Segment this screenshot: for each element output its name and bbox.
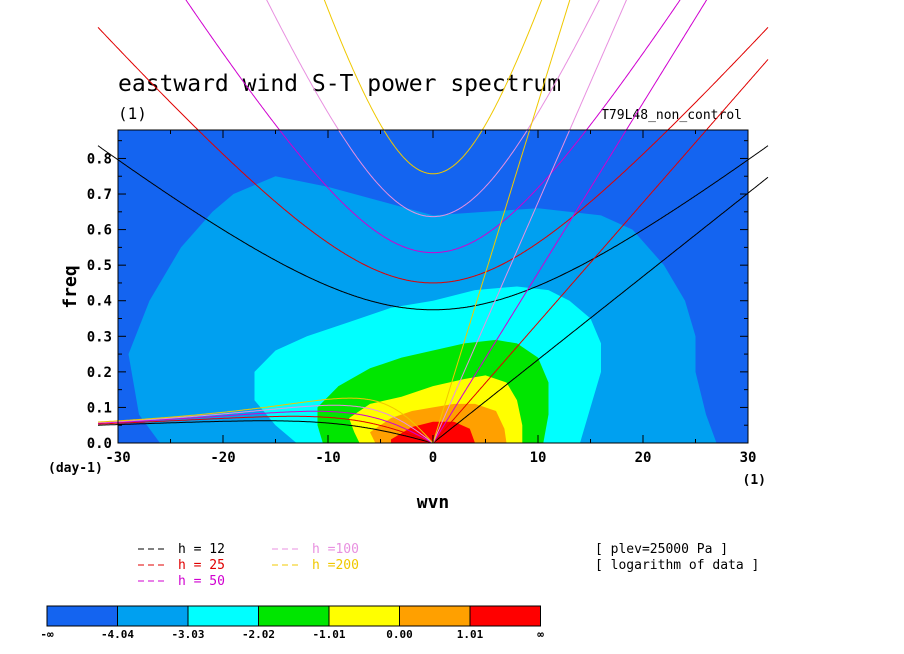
y-tick-label: 0.7 <box>87 187 112 203</box>
colorbar-swatch <box>258 605 330 627</box>
colorbar-swatch <box>469 605 541 627</box>
note-log: [ logarithm of data ] <box>595 558 759 573</box>
kelvin-curve-h50 <box>432 0 708 443</box>
inertia-gravity-curve-h25 <box>97 27 769 284</box>
x-axis: -30 -20 -10 0 10 20 30 <box>105 130 756 466</box>
y-tick-label: 0.0 <box>87 436 112 452</box>
rossby-curve-h200 <box>98 397 434 443</box>
legend-label: h = 12 <box>178 542 225 557</box>
inertia-gravity-curve-h12 <box>97 145 769 311</box>
colorbar-label: -∞ <box>40 628 54 641</box>
colorbar: -∞ -4.04 -3.03 -2.02 -1.01 0.00 1.01 ∞ <box>40 605 544 641</box>
y-axis: 0.0 0.1 0.2 0.3 0.4 0.5 0.6 0.7 0.8 <box>87 140 748 452</box>
rossby-curve-h100 <box>98 404 434 443</box>
kelvin-curve-h25 <box>432 59 769 443</box>
colorbar-swatch <box>46 605 118 627</box>
rossby-curve-h12 <box>98 420 434 443</box>
colorbar-label: -1.01 <box>312 628 345 641</box>
legend-label: h = 25 <box>178 558 225 573</box>
y-tick-label: 0.5 <box>87 258 112 274</box>
y-axis-label: freq <box>60 265 81 308</box>
x-tick-label: -20 <box>210 450 235 466</box>
x-tick-label: -30 <box>105 450 130 466</box>
rossby-curve-h50 <box>97 410 434 443</box>
x-axis-label: wvn <box>417 492 450 513</box>
colorbar-label: 1.01 <box>457 628 484 641</box>
dispersion-curves <box>97 0 769 443</box>
colorbar-swatch <box>117 605 189 627</box>
chart-title: eastward wind S-T power spectrum <box>118 71 561 97</box>
y-tick-label: 0.6 <box>87 223 112 239</box>
plot-area <box>118 130 748 443</box>
inertia-gravity-curve-h200 <box>323 0 543 175</box>
colorbar-label: -4.04 <box>101 628 134 641</box>
x-tick-label: 30 <box>740 450 757 466</box>
rossby-curve-h25 <box>98 415 434 443</box>
colorbar-swatch <box>187 605 259 627</box>
inertia-gravity-curve-h50 <box>185 0 681 254</box>
colorbar-label: ∞ <box>537 628 544 641</box>
x-tick-label: 0 <box>429 450 437 466</box>
y-tick-label: 0.3 <box>87 329 112 345</box>
note-plev: [ plev=25000 Pa ] <box>595 542 728 557</box>
y-tick-label: 0.4 <box>87 294 112 310</box>
y-tick-label: 0.8 <box>87 151 112 167</box>
colorbar-label: 0.00 <box>386 628 413 641</box>
x-tick-label: 10 <box>530 450 547 466</box>
colorbar-label: -3.03 <box>171 628 204 641</box>
kelvin-curve-h200 <box>432 0 571 443</box>
legend-label: h =200 <box>312 558 359 573</box>
x-tick-label: -10 <box>315 450 340 466</box>
x-axis-unit: (1) <box>743 473 766 488</box>
kelvin-curve-h100 <box>432 0 627 443</box>
colorbar-label: -2.02 <box>242 628 275 641</box>
inertia-gravity-curve-h100 <box>266 0 600 218</box>
legend-label: h =100 <box>312 542 359 557</box>
y-tick-label: 0.2 <box>87 365 112 381</box>
legend-label: h = 50 <box>178 574 225 589</box>
y-tick-label: 0.1 <box>87 400 112 416</box>
chart-subtitle-left: (1) <box>118 104 147 123</box>
colorbar-swatch <box>399 605 471 627</box>
x-tick-label: 20 <box>635 450 652 466</box>
kelvin-curve-h12 <box>432 176 769 443</box>
colorbar-swatch <box>328 605 400 627</box>
chart-subtitle-right: T79L48_non_control <box>601 108 742 123</box>
y-axis-unit: (day-1) <box>48 461 103 476</box>
